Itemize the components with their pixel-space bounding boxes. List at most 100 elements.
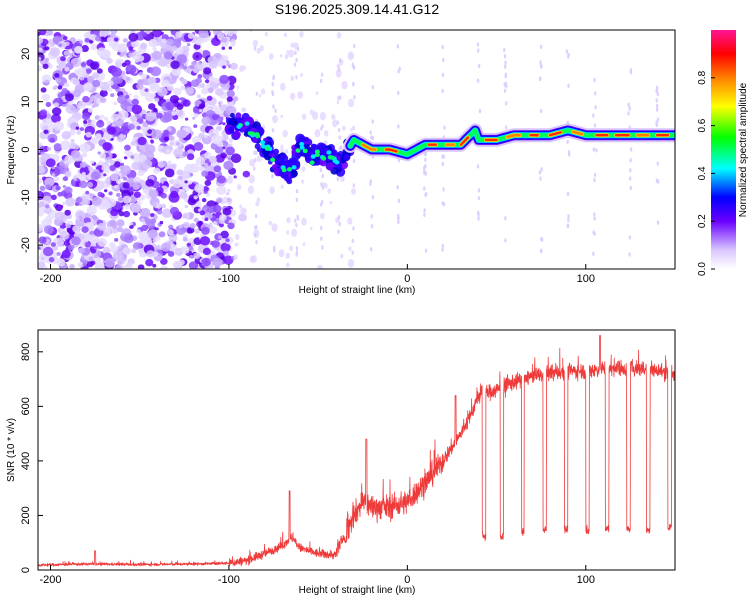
spectral-blob: [319, 111, 326, 121]
spectral-blob: [45, 101, 52, 108]
ridge-blob: [314, 149, 320, 154]
spectral-blob: [62, 201, 66, 206]
spectral-blob: [77, 100, 87, 109]
spectral-streak: [352, 43, 356, 49]
spectral-blob: [62, 176, 69, 181]
spectral-streak: [396, 44, 400, 49]
ridge-blob: [299, 141, 305, 147]
spectral-streak: [338, 95, 342, 100]
spectral-blob: [197, 74, 203, 79]
spectral-blob: [113, 37, 119, 42]
ridge-blob: [321, 156, 327, 161]
colorbar: 0.0 0.2 0.4 0.6 0.8 Normalized spectral ampl…: [697, 30, 749, 276]
spectral-blob: [147, 129, 153, 134]
spectral-blob: [39, 109, 48, 116]
spectral-blob: [239, 65, 244, 72]
spectral-streak: [504, 216, 507, 221]
x-tick-label: -200: [39, 574, 61, 586]
spectral-blob: [189, 254, 194, 259]
spectral-blob: [301, 217, 307, 226]
spectral-blob: [77, 262, 84, 268]
spectral-blob: [230, 38, 236, 47]
spectral-blob: [347, 258, 355, 268]
spectral-blob: [115, 264, 123, 269]
spectral-blob: [204, 217, 209, 222]
spectral-blob: [131, 161, 141, 171]
spectral-blob: [286, 230, 290, 235]
spectral-streak: [352, 183, 356, 188]
spectral-blob: [220, 242, 231, 252]
spectral-blob: [222, 146, 226, 150]
spectral-blob: [151, 50, 163, 61]
ridge-blob: [295, 151, 302, 159]
spectral-streak: [593, 77, 596, 83]
spectral-blob: [166, 64, 172, 69]
spectral-blob: [44, 57, 50, 62]
spectral-blob: [110, 245, 119, 253]
spectral-blob: [161, 79, 170, 88]
spectral-blob: [251, 255, 257, 263]
spectral-blob: [124, 203, 131, 210]
spectral-blob: [43, 129, 49, 134]
spectral-blob: [81, 152, 88, 158]
spectral-blob: [56, 258, 66, 267]
spectral-blob: [67, 244, 75, 251]
spectral-blob: [86, 145, 92, 150]
spectral-blob: [194, 183, 205, 193]
spectral-streak: [628, 176, 632, 181]
spectral-blob: [176, 103, 184, 110]
spectrogram-blobs: [38, 30, 660, 269]
spectral-blob: [97, 237, 108, 247]
spectral-blob: [43, 225, 54, 235]
spectral-blob: [38, 177, 43, 184]
spectral-blob: [301, 166, 306, 172]
colorbar-gradient: [711, 30, 736, 269]
spectral-blob: [242, 170, 251, 178]
spectral-streak: [295, 252, 298, 257]
ridge-blob: [325, 162, 334, 171]
spectral-blob: [234, 242, 239, 247]
spectral-blob: [144, 88, 149, 93]
spectral-blob: [331, 113, 336, 120]
spectral-streak: [627, 111, 630, 116]
spectral-blob: [226, 197, 233, 206]
spectral-blob: [64, 209, 71, 216]
spectral-blob: [73, 79, 80, 86]
snr-x-label: Height of straight line (km): [299, 585, 416, 596]
y-tick-label: 200: [20, 506, 32, 524]
spectral-blob: [46, 30, 54, 36]
spectral-streak: [627, 102, 630, 107]
spectral-blob: [129, 224, 134, 230]
spectral-blob: [71, 236, 81, 246]
spectral-streak: [423, 212, 426, 218]
spectral-streak: [593, 91, 597, 96]
spectral-blob: [286, 217, 291, 224]
spectral-blob: [169, 206, 180, 216]
ridge-blob: [295, 148, 301, 153]
ridge-blob: [314, 152, 320, 157]
spectral-blob: [163, 129, 169, 135]
spectral-blob: [65, 93, 74, 102]
spectral-streak: [442, 154, 446, 160]
spectral-streak: [397, 219, 400, 225]
spectral-blob: [170, 190, 179, 199]
spectral-blob: [75, 217, 80, 221]
spectral-blob: [231, 30, 238, 35]
spectral-streak: [655, 107, 659, 112]
spectral-blob: [59, 230, 70, 240]
spectral-streak: [253, 46, 257, 51]
spectral-blob: [340, 253, 344, 259]
spectral-blob: [85, 68, 92, 74]
spectral-blob: [201, 226, 210, 235]
spectral-blob: [131, 248, 137, 254]
spectral-blob: [258, 93, 262, 98]
spectral-blob: [83, 120, 88, 124]
spectral-blob: [233, 254, 238, 261]
spectral-blob: [240, 207, 246, 215]
spectral-blob: [262, 124, 266, 130]
spectral-blob: [283, 32, 288, 38]
spectral-blob: [38, 224, 44, 232]
spectral-blob: [61, 249, 71, 259]
spectral-blob: [329, 200, 333, 205]
spectral-streak: [254, 233, 257, 238]
